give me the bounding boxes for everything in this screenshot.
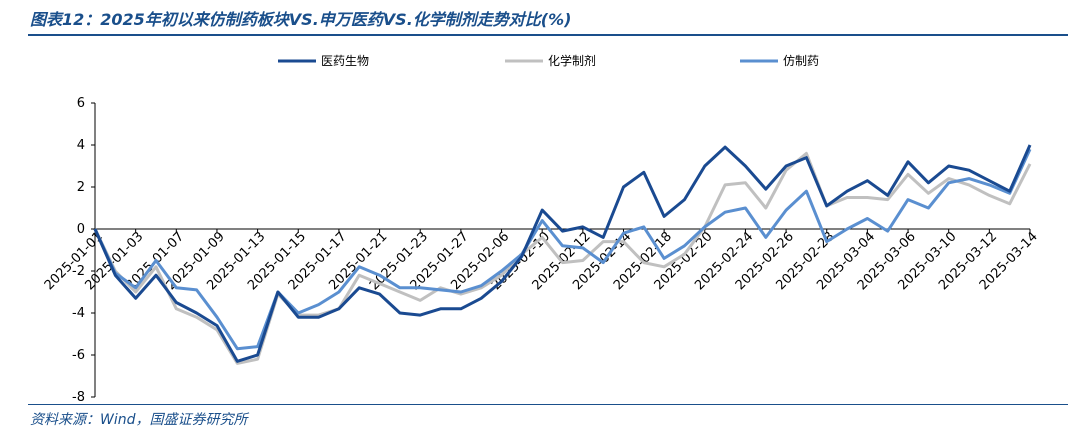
y-tick-label: 2 — [77, 180, 85, 195]
y-tick-label: -2 — [72, 264, 85, 279]
series-line-2 — [93, 151, 1032, 365]
series-line-1 — [93, 144, 1032, 363]
chart-title: 图表12：2025年初以来仿制药板块VS.申万医药VS.化学制剂走势对比(%) — [30, 10, 572, 29]
y-tick-label: 4 — [77, 138, 85, 153]
legend-label: 仿制药 — [783, 54, 819, 68]
y-tick-label: -8 — [72, 390, 85, 405]
series-lines — [93, 144, 1032, 365]
legend-label: 医药生物 — [321, 54, 369, 68]
y-tick-label: 6 — [77, 96, 85, 111]
source-note: 资料来源：Wind，国盛证券研究所 — [30, 412, 248, 428]
top-rule — [28, 34, 1068, 36]
y-tick-label: -4 — [72, 306, 85, 321]
y-tick-label: -6 — [72, 348, 85, 363]
bottom-rule — [28, 404, 1068, 405]
legend: 医药生物 化学制剂 仿制药 — [278, 53, 819, 68]
legend-label: 化学制剂 — [548, 53, 596, 68]
y-tick-label: 0 — [77, 222, 85, 237]
series-line-3 — [93, 148, 1032, 351]
y-axis: -8 -6 -4 -2 0 2 4 6 — [72, 96, 96, 405]
